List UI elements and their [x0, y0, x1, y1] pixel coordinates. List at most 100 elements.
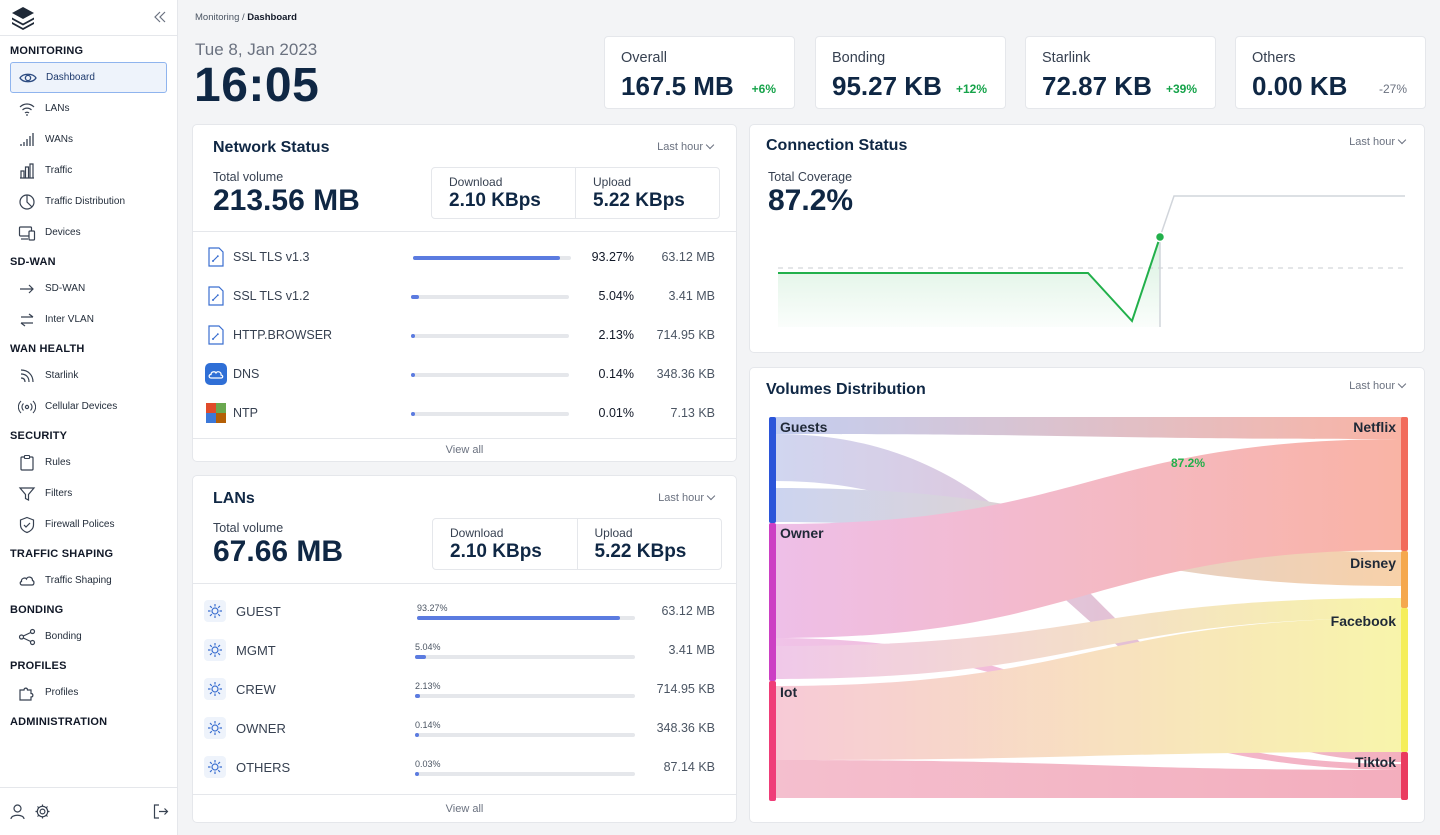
protocol-row[interactable]: DNS 0.14% 348.36 KB: [193, 355, 736, 394]
bar-chart-icon: [20, 162, 34, 179]
network-status-card: Network Status Last hour Total volume 21…: [192, 124, 737, 462]
logout-icon[interactable]: [152, 803, 169, 820]
source-label-guests: Guests: [780, 419, 828, 435]
protocol-percent: 0.14%: [598, 367, 634, 381]
eye-icon: [19, 73, 37, 82]
lan-percent: 93.27%: [417, 603, 448, 613]
card-title: Volumes Distribution: [766, 381, 926, 398]
gear-icon[interactable]: [34, 803, 51, 820]
breadcrumb-parent[interactable]: Monitoring: [195, 12, 240, 23]
progress-bar: [413, 256, 571, 260]
progress-bar: [411, 373, 569, 377]
ntp-icon: [206, 403, 226, 423]
sidebar-item-label: Traffic Distribution: [45, 196, 126, 207]
sidebar-item-inter-vlan[interactable]: Inter VLAN: [10, 304, 167, 335]
node-tiktok[interactable]: [1401, 752, 1408, 800]
layers-logo-icon[interactable]: [10, 5, 36, 31]
sidebar-item-dashboard[interactable]: Dashboard: [10, 62, 167, 93]
sidebar-item-filters[interactable]: Filters: [10, 478, 167, 509]
stat-card-others: Others 0.00 KB -27%: [1235, 36, 1426, 109]
time-range-dropdown[interactable]: Last hour: [658, 492, 714, 504]
node-netflix[interactable]: [1401, 417, 1408, 551]
target-label-tiktok: Tiktok: [1355, 754, 1396, 770]
collapse-sidebar-icon[interactable]: [153, 10, 167, 24]
section-sd-wan: SD-WAN: [10, 256, 56, 268]
node-guests[interactable]: [769, 417, 776, 523]
flow-iot-tiktok[interactable]: [775, 760, 1405, 798]
protocol-size: 3.41 MB: [668, 289, 715, 303]
sidebar-item-cellular-devices[interactable]: Cellular Devices: [10, 391, 167, 422]
lan-size: 63.12 MB: [661, 604, 715, 618]
source-label-iot: Iot: [780, 684, 797, 700]
progress-bar: [411, 295, 569, 299]
sidebar-item-devices[interactable]: Devices: [10, 217, 167, 248]
protocol-name: HTTP.BROWSER: [233, 328, 333, 342]
time-range-dropdown[interactable]: Last hour: [657, 141, 713, 153]
flow-guests-tiktok[interactable]: [775, 434, 1405, 762]
stat-value: 95.27 KB: [832, 71, 942, 101]
stat-card-bonding: Bonding 95.27 KB +12%: [815, 36, 1006, 109]
lan-row[interactable]: GUEST 93.27% 63.12 MB: [193, 591, 736, 630]
sidebar-item-wans[interactable]: WANs: [10, 124, 167, 155]
flow-guests-netflix[interactable]: [775, 417, 1405, 439]
sidebar-item-bonding[interactable]: Bonding: [10, 621, 167, 652]
lan-row[interactable]: CREW 2.13% 714.95 KB: [193, 669, 736, 708]
devices-icon: [18, 225, 36, 241]
sidebar-item-label: Devices: [45, 227, 81, 238]
protocol-row[interactable]: SSL TLS v1.3 93.27% 63.12 MB: [193, 238, 736, 277]
stat-label: Bonding: [832, 50, 886, 66]
lan-row[interactable]: OWNER 0.14% 348.36 KB: [193, 708, 736, 747]
section-wan-health: WAN HEALTH: [10, 343, 85, 355]
stat-change: +6%: [751, 82, 776, 96]
time-range-dropdown[interactable]: Last hour: [1349, 136, 1405, 148]
node-facebook[interactable]: [1401, 608, 1408, 752]
user-icon[interactable]: [9, 803, 26, 820]
flow-owner-facebook[interactable]: [775, 598, 1405, 679]
swap-icon: [20, 313, 34, 326]
flow-owner-netflix[interactable]: [775, 439, 1405, 638]
sidebar-item-traffic-shaping[interactable]: Traffic Shaping: [10, 565, 167, 596]
coverage-line-chart: [778, 195, 1405, 327]
future-line: [1159, 195, 1405, 238]
lan-row[interactable]: OTHERS 0.03% 87.14 KB: [193, 747, 736, 786]
card-title: Connection Status: [766, 137, 908, 154]
view-all-link[interactable]: View all: [445, 444, 484, 456]
sidebar-item-profiles[interactable]: Profiles: [10, 677, 167, 708]
protocol-percent: 5.04%: [598, 289, 634, 303]
lan-name: GUEST: [236, 604, 281, 619]
stat-value: 72.87 KB: [1042, 71, 1152, 101]
section-monitoring: MONITORING: [10, 45, 84, 57]
protocol-row[interactable]: SSL TLS v1.2 5.04% 3.41 MB: [193, 277, 736, 316]
view-all-link[interactable]: View all: [445, 803, 484, 815]
node-iot[interactable]: [769, 681, 776, 801]
lan-name: OWNER: [236, 721, 286, 736]
sidebar-item-rules[interactable]: Rules: [10, 447, 167, 478]
node-owner[interactable]: [769, 523, 776, 681]
sidebar-item-label: Traffic: [45, 165, 73, 176]
sidebar-item-lans[interactable]: LANs: [10, 93, 167, 124]
sidebar-item-label: SD-WAN: [45, 283, 86, 294]
breadcrumb-separator: /: [239, 12, 248, 23]
progress-bar: [415, 772, 635, 776]
protocol-name: SSL TLS v1.3: [233, 250, 310, 264]
sidebar-item-firewall-polices[interactable]: Firewall Polices: [10, 509, 167, 540]
upload-cell: Upload 5.22 KBps: [575, 168, 719, 218]
stat-change: +12%: [955, 82, 987, 96]
sidebar-item-sd-wan[interactable]: SD-WAN: [10, 273, 167, 304]
node-disney[interactable]: [1401, 551, 1408, 608]
protocol-row[interactable]: HTTP.BROWSER 2.13% 714.95 KB: [193, 316, 736, 355]
lan-row[interactable]: MGMT 5.04% 3.41 MB: [193, 630, 736, 669]
sidebar-header: [0, 0, 177, 36]
progress-fill: [411, 412, 415, 416]
sidebar-item-traffic[interactable]: Traffic: [10, 155, 167, 186]
current-time: 16:05: [194, 59, 320, 112]
sidebar-item-traffic-distribution[interactable]: Traffic Distribution: [10, 186, 167, 217]
flow-iot-facebook[interactable]: [775, 618, 1405, 760]
sidebar-item-starlink[interactable]: Starlink: [10, 360, 167, 391]
divider: [193, 794, 736, 795]
coverage-point[interactable]: [1154, 231, 1166, 243]
time-range-dropdown[interactable]: Last hour: [1349, 380, 1405, 392]
protocol-row[interactable]: NTP 0.01% 7.13 KB: [193, 394, 736, 433]
sidebar-item-label: Bonding: [45, 631, 82, 642]
arrow-right-icon: [20, 284, 34, 293]
